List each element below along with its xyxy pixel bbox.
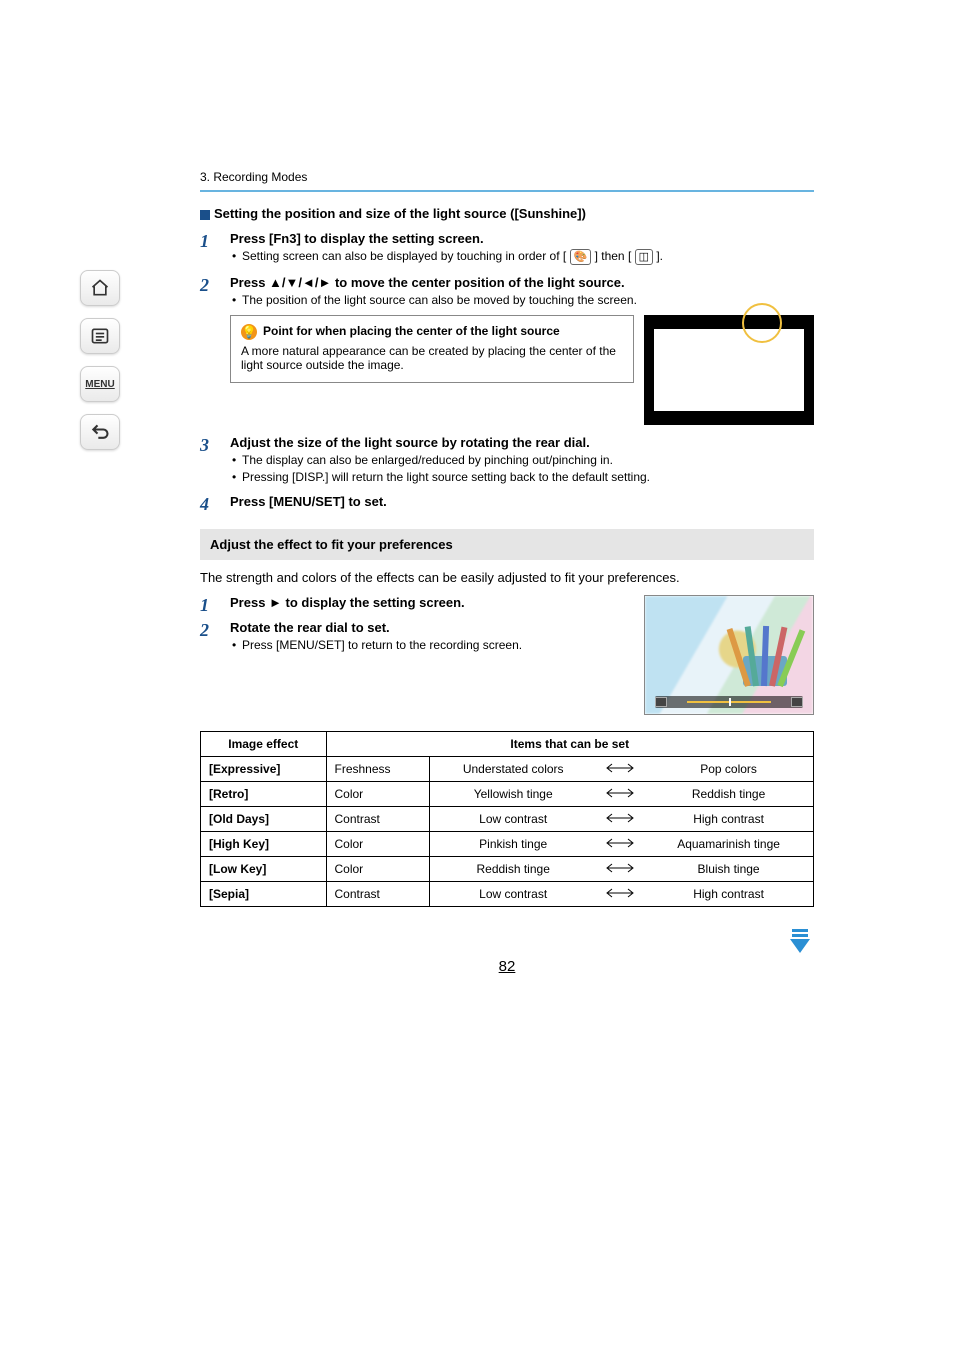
adjust-step-2: Rotate the rear dial to set. Press [MENU…	[200, 620, 630, 652]
table-row: [Sepia]ContrastLow contrastHigh contrast	[201, 882, 814, 907]
light-source-illustration	[644, 315, 814, 425]
step-1-bullet: Setting screen can also be displayed by …	[230, 249, 814, 265]
adjust-effect-heading: Adjust the effect to fit your preference…	[200, 529, 814, 560]
step-1: Press [Fn3] to display the setting scree…	[200, 231, 814, 265]
step-3-bullet-2: Pressing [DISP.] will return the light s…	[230, 470, 814, 484]
home-icon[interactable]	[80, 270, 120, 306]
grid-icon: ◫	[635, 249, 653, 265]
scroll-down-icon[interactable]	[786, 927, 814, 958]
table-row: [Old Days]ContrastLow contrastHigh contr…	[201, 807, 814, 832]
table-row: [Retro]ColorYellowish tingeReddish tinge	[201, 782, 814, 807]
breadcrumb: 3. Recording Modes	[200, 170, 814, 192]
step-3: Adjust the size of the light source by r…	[200, 435, 814, 484]
effects-table: Image effect Items that can be set [Expr…	[200, 731, 814, 907]
menu-icon[interactable]: MENU	[80, 366, 120, 402]
page-number: 82	[200, 958, 814, 975]
step-2-bullet: The position of the light source can als…	[230, 293, 814, 307]
section-title-sunshine: Setting the position and size of the lig…	[200, 206, 814, 221]
palette-icon: 🎨	[570, 249, 592, 265]
table-row: [Low Key]ColorReddish tingeBluish tinge	[201, 857, 814, 882]
tip-box: 💡 Point for when placing the center of t…	[230, 315, 634, 383]
th-image-effect: Image effect	[201, 732, 327, 757]
adjust-step-1: Press ► to display the setting screen.	[200, 595, 630, 610]
toc-icon[interactable]	[80, 318, 120, 354]
back-icon[interactable]	[80, 414, 120, 450]
adjust-step-2-bullet: Press [MENU/SET] to return to the record…	[230, 638, 630, 652]
table-row: [High Key]ColorPinkish tingeAquamarinish…	[201, 832, 814, 857]
step-2: Press ▲/▼/◄/► to move the center positio…	[200, 275, 814, 425]
step-4: Press [MENU/SET] to set.	[200, 494, 814, 509]
th-items: Items that can be set	[326, 732, 814, 757]
tip-icon: 💡	[241, 324, 257, 340]
table-row: [Expressive]FreshnessUnderstated colorsP…	[201, 757, 814, 782]
sample-photo	[644, 595, 814, 715]
step-3-bullet-1: The display can also be enlarged/reduced…	[230, 453, 814, 467]
adjust-effect-intro: The strength and colors of the effects c…	[200, 570, 814, 585]
